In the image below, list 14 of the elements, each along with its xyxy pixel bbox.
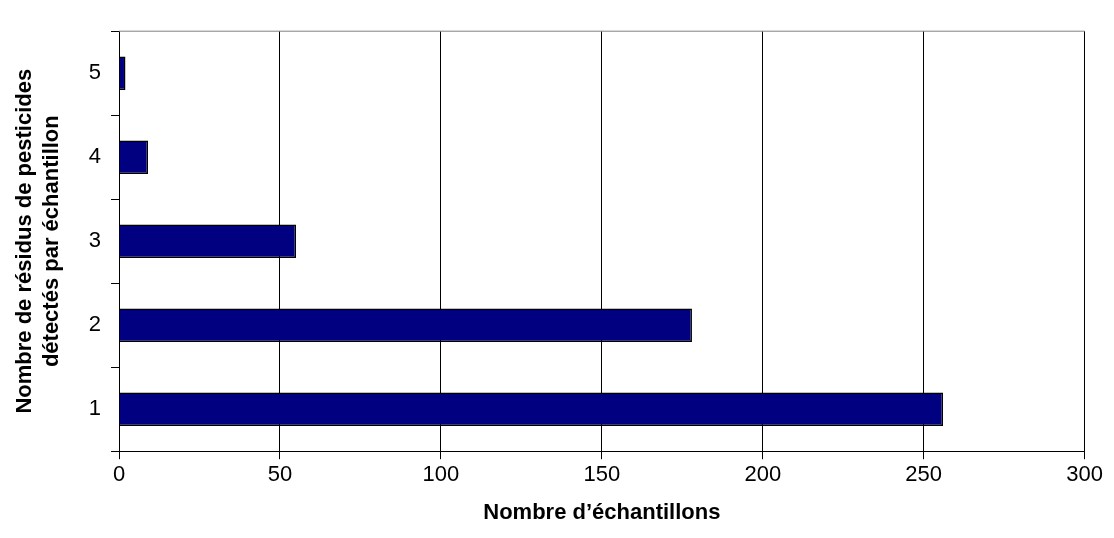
y-tick-label: 5 <box>88 59 102 85</box>
x-tick-label: 200 <box>744 461 782 487</box>
y-tick-label: 4 <box>88 143 102 169</box>
x-tick-label: 0 <box>112 461 126 487</box>
y-tick-label: 3 <box>88 227 102 253</box>
x-tick-label: 100 <box>422 461 460 487</box>
y-tick-label: 2 <box>88 311 102 337</box>
x-tick-label: 150 <box>583 461 621 487</box>
y-tick-label: 1 <box>88 395 102 421</box>
x-tick-label: 300 <box>1066 461 1104 487</box>
y-axis-title: Nombre de résidus de pesticides détectés par échantillon <box>11 68 63 414</box>
x-tick-label: 50 <box>267 461 293 487</box>
x-tick-label: 250 <box>905 461 943 487</box>
x-axis-title: Nombre d’échantillons <box>483 498 721 524</box>
